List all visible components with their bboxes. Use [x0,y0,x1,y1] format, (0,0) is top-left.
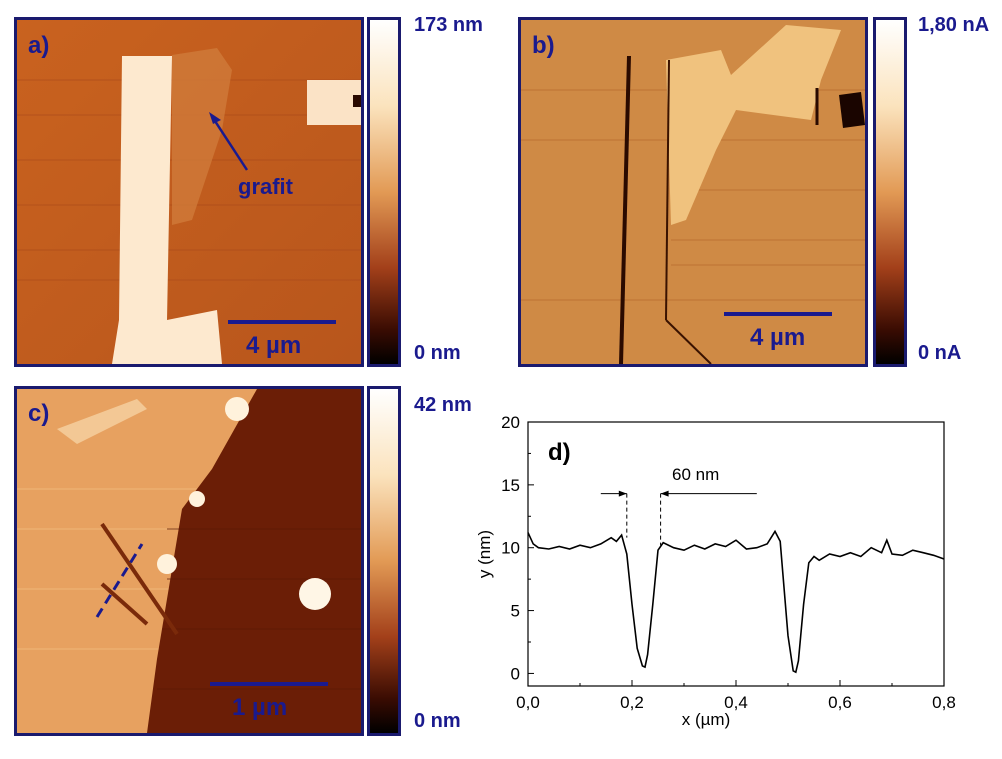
span-arrowhead-right [660,490,669,497]
colorbar-b-min: 0 nA [918,342,962,364]
x-tick-label: 0,4 [724,693,748,712]
grafit-annotation: grafit [238,174,293,199]
plot-frame [527,421,945,687]
x-tick-label: 0,6 [828,693,852,712]
scale-label-a: 4 µm [246,332,302,359]
span-arrowhead-left [618,490,627,497]
scale-bar-a [228,320,336,324]
scale-label-b: 4 µm [750,324,806,351]
y-axis-label: y (nm) [475,530,494,578]
x-tick-label: 0,2 [620,693,644,712]
profile-line [527,529,945,674]
panel-label-c: c) [28,400,50,427]
grafit-arrow [209,112,249,171]
colorbar-a [367,17,401,367]
x-tick-label: 0,8 [932,693,956,712]
y-tick-label: 10 [501,539,520,558]
scale-bar-c [210,682,328,686]
x-axis-label: x (µm) [682,710,731,729]
colorbar-a-min: 0 nm [414,342,461,364]
panel-label-b: b) [532,32,555,59]
colorbar-a-max: 173 nm [414,14,483,36]
panel-label-d: d) [548,439,571,466]
colorbar-b [873,17,907,367]
panel-label-a: a) [28,32,50,59]
scale-label-c: 1 µm [232,694,288,721]
y-tick-label: 0 [511,664,520,683]
colorbar-b-max: 1,80 nA [918,14,990,36]
colorbar-c-min: 0 nm [414,710,461,732]
x-tick-label: 0,0 [516,693,540,712]
colorbar-c-max: 42 nm [414,394,472,416]
scale-bar-b [724,312,832,316]
span-annotation: 60 nm [672,465,719,484]
y-tick-label: 5 [511,602,520,621]
afm-image-b [518,17,868,367]
afm-image-a [14,17,364,367]
colorbar-c [367,386,401,736]
y-tick-label: 15 [501,476,520,495]
y-tick-label: 20 [501,413,520,432]
afm-image-c [14,386,364,736]
